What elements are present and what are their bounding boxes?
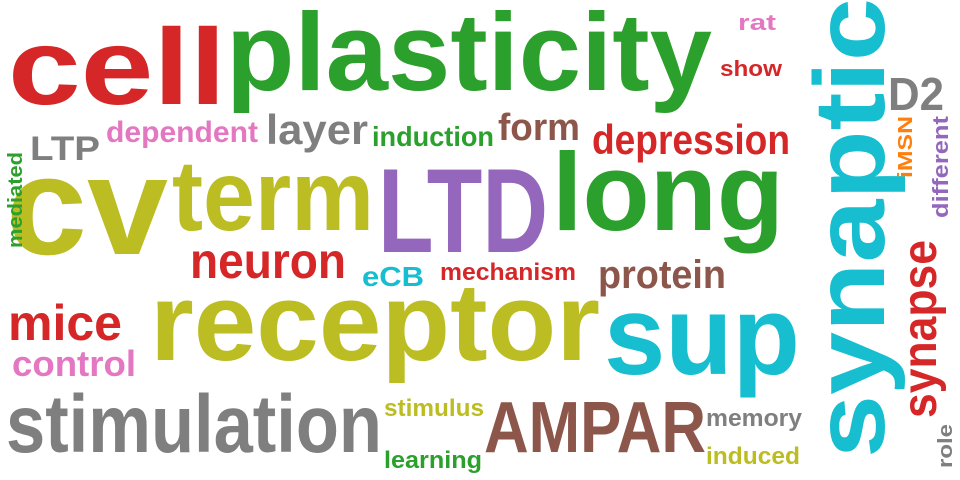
word-sup: sup bbox=[604, 273, 800, 398]
word-long: long bbox=[552, 131, 784, 254]
word-AMPAR: AMPAR bbox=[484, 388, 706, 468]
word-show: show bbox=[720, 56, 783, 81]
word-induction: induction bbox=[372, 121, 494, 152]
word-different: different bbox=[928, 115, 953, 218]
word-depression: depression bbox=[592, 116, 790, 163]
word-control: control bbox=[12, 343, 136, 384]
word-synapse: synapse bbox=[894, 240, 947, 418]
word-eCB: eCB bbox=[362, 261, 424, 292]
word-mice: mice bbox=[8, 295, 122, 351]
word-role: role bbox=[935, 424, 957, 468]
word-LTD: LTD bbox=[378, 144, 548, 278]
word-stimulus: stimulus bbox=[384, 395, 484, 422]
word-synaptic: synaptic bbox=[794, 0, 906, 458]
word-iMSN: iMSN bbox=[895, 116, 917, 178]
word-cv: cv bbox=[6, 127, 168, 284]
word-plasticity: plasticity bbox=[226, 0, 712, 114]
word-dependent: dependent bbox=[106, 116, 258, 149]
word-learning: learning bbox=[384, 447, 482, 474]
word-protein: protein bbox=[598, 253, 726, 297]
word-receptor: receptor bbox=[150, 261, 600, 384]
word-memory: memory bbox=[706, 405, 803, 432]
word-induced: induced bbox=[706, 443, 800, 470]
word-layer: layer bbox=[266, 106, 368, 153]
word-mediated: mediated bbox=[5, 152, 27, 248]
word-D2: D2 bbox=[888, 68, 944, 120]
word-cell: cell bbox=[8, 6, 226, 127]
word-neuron: neuron bbox=[190, 233, 346, 289]
word-rat: rat bbox=[738, 10, 777, 35]
word-term: term bbox=[172, 140, 374, 252]
word-LTP: LTP bbox=[30, 130, 100, 168]
word-form: form bbox=[498, 107, 580, 149]
word-mechanism: mechanism bbox=[440, 259, 576, 286]
word-stimulation: stimulation bbox=[6, 379, 382, 470]
